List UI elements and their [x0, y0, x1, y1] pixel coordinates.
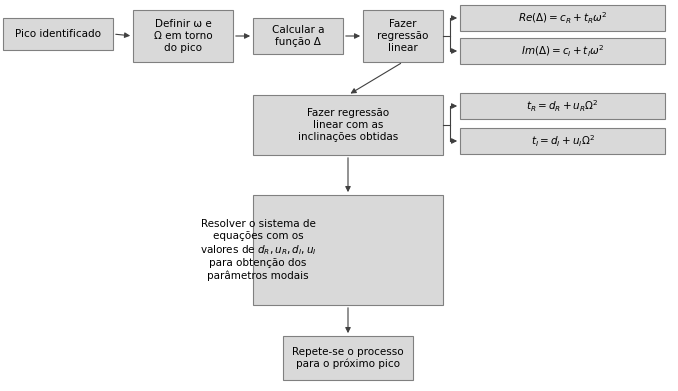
- Text: Repete-se o processo
para o próximo pico: Repete-se o processo para o próximo pico: [292, 347, 404, 369]
- Bar: [363, 10, 443, 62]
- Bar: [460, 93, 665, 119]
- Bar: [460, 128, 665, 154]
- Bar: [460, 38, 665, 64]
- Text: Pico identificado: Pico identificado: [15, 29, 101, 39]
- Bar: [133, 10, 233, 62]
- Bar: [253, 195, 443, 305]
- Text: $Re(\Delta) = c_R + t_R\omega^2$: $Re(\Delta) = c_R + t_R\omega^2$: [517, 10, 607, 26]
- Bar: [283, 336, 413, 380]
- Text: $Im(\Delta) = c_I + t_I\omega^2$: $Im(\Delta) = c_I + t_I\omega^2$: [521, 43, 604, 59]
- Text: Fazer
regressão
linear: Fazer regressão linear: [378, 20, 428, 53]
- Text: Definir ω e
Ω em torno
do pico: Definir ω e Ω em torno do pico: [154, 20, 212, 53]
- Bar: [460, 5, 665, 31]
- Text: Resolver o sistema de
equações com os
valores de $d_R, u_R, d_I, u_I$
para obten: Resolver o sistema de equações com os va…: [199, 219, 317, 281]
- Text: $t_R = d_R + u_R\Omega^2$: $t_R = d_R + u_R\Omega^2$: [526, 98, 599, 114]
- Bar: [253, 95, 443, 155]
- Bar: [3, 18, 113, 50]
- Text: Fazer regressão
linear com as
inclinações obtidas: Fazer regressão linear com as inclinaçõe…: [298, 108, 398, 142]
- Bar: [253, 18, 343, 54]
- Text: Calcular a
função Δ: Calcular a função Δ: [272, 25, 324, 47]
- Text: $t_I = d_I + u_I\Omega^2$: $t_I = d_I + u_I\Omega^2$: [531, 133, 595, 149]
